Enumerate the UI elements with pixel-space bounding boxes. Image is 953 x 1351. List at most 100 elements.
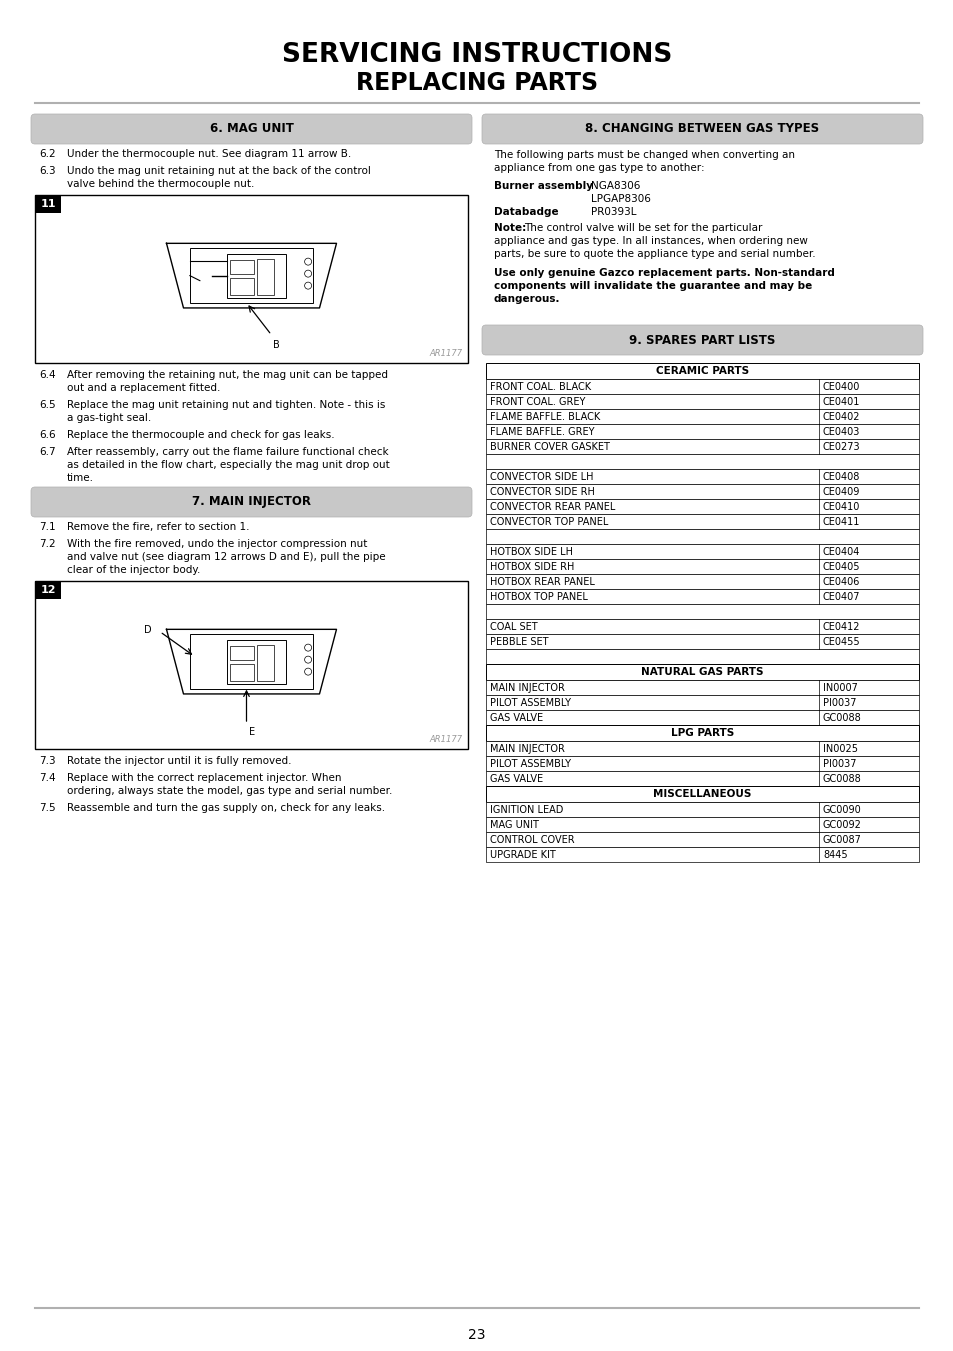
- Text: out and a replacement fitted.: out and a replacement fitted.: [67, 382, 220, 393]
- Bar: [35, 195, 61, 213]
- Bar: [485, 771, 918, 786]
- Text: 6.6: 6.6: [39, 430, 55, 440]
- Bar: [485, 711, 918, 725]
- FancyBboxPatch shape: [30, 113, 472, 145]
- Text: 6.7: 6.7: [39, 447, 55, 457]
- Text: clear of the injector body.: clear of the injector body.: [67, 565, 200, 576]
- Text: CE0410: CE0410: [822, 503, 860, 512]
- Text: LPGAP8306: LPGAP8306: [590, 195, 650, 204]
- Text: AR1177: AR1177: [430, 349, 462, 358]
- Text: 7.4: 7.4: [39, 773, 55, 784]
- Text: CE0412: CE0412: [822, 621, 860, 632]
- Text: LPG PARTS: LPG PARTS: [670, 728, 734, 738]
- Text: MAIN INJECTOR: MAIN INJECTOR: [490, 684, 564, 693]
- Text: NGA8306: NGA8306: [590, 181, 639, 190]
- Bar: [230, 646, 253, 659]
- Text: Remove the fire, refer to section 1.: Remove the fire, refer to section 1.: [67, 521, 250, 532]
- Bar: [485, 469, 918, 484]
- Text: parts, be sure to quote the appliance type and serial number.: parts, be sure to quote the appliance ty…: [494, 249, 815, 259]
- Text: appliance and gas type. In all instances, when ordering new: appliance and gas type. In all instances…: [494, 236, 807, 246]
- FancyBboxPatch shape: [481, 113, 923, 145]
- Text: GC0090: GC0090: [822, 805, 861, 815]
- Bar: [485, 817, 918, 832]
- Text: COAL SET: COAL SET: [490, 621, 537, 632]
- Text: FLAME BAFFLE. GREY: FLAME BAFFLE. GREY: [490, 427, 594, 436]
- Text: CE0406: CE0406: [822, 577, 860, 586]
- Text: GC0092: GC0092: [822, 820, 861, 830]
- Text: AR1177: AR1177: [430, 735, 462, 744]
- Text: 6.4: 6.4: [39, 370, 55, 380]
- Bar: [485, 394, 918, 409]
- Text: 6.2: 6.2: [39, 149, 55, 159]
- Text: D: D: [144, 624, 152, 635]
- Text: 23: 23: [468, 1328, 485, 1342]
- Text: PI0037: PI0037: [822, 759, 856, 769]
- Bar: [485, 740, 918, 757]
- Bar: [485, 454, 918, 469]
- Text: CE0404: CE0404: [822, 547, 860, 557]
- Text: time.: time.: [67, 473, 94, 484]
- Bar: [257, 259, 274, 295]
- Text: 8. CHANGING BETWEEN GAS TYPES: 8. CHANGING BETWEEN GAS TYPES: [585, 123, 819, 135]
- Bar: [485, 530, 918, 544]
- Text: MISCELLANEOUS: MISCELLANEOUS: [653, 789, 751, 798]
- Bar: [485, 513, 918, 530]
- Text: CE0408: CE0408: [822, 471, 860, 482]
- Bar: [485, 604, 918, 619]
- Text: GAS VALVE: GAS VALVE: [490, 713, 542, 723]
- Text: FRONT COAL. BLACK: FRONT COAL. BLACK: [490, 382, 591, 392]
- Text: valve behind the thermocouple nut.: valve behind the thermocouple nut.: [67, 178, 254, 189]
- Text: PR0393L: PR0393L: [590, 207, 636, 218]
- Text: UPGRADE KIT: UPGRADE KIT: [490, 850, 556, 861]
- Bar: [485, 484, 918, 499]
- Text: a gas-tight seal.: a gas-tight seal.: [67, 413, 152, 423]
- Text: Note:: Note:: [494, 223, 526, 232]
- Bar: [485, 589, 918, 604]
- Bar: [230, 278, 253, 295]
- Text: 6.3: 6.3: [39, 166, 55, 176]
- Text: CONVECTOR REAR PANEL: CONVECTOR REAR PANEL: [490, 503, 615, 512]
- Text: CONTROL COVER: CONTROL COVER: [490, 835, 574, 844]
- Bar: [485, 757, 918, 771]
- Bar: [485, 832, 918, 847]
- Bar: [485, 559, 918, 574]
- Text: Under the thermocouple nut. See diagram 11 arrow B.: Under the thermocouple nut. See diagram …: [67, 149, 351, 159]
- Text: The following parts must be changed when converting an: The following parts must be changed when…: [494, 150, 794, 159]
- Bar: [485, 544, 918, 559]
- Text: FLAME BAFFLE. BLACK: FLAME BAFFLE. BLACK: [490, 412, 599, 422]
- Text: PI0037: PI0037: [822, 698, 856, 708]
- Bar: [485, 380, 918, 394]
- Bar: [485, 694, 918, 711]
- Bar: [35, 581, 61, 598]
- Bar: [485, 409, 918, 424]
- Bar: [485, 439, 918, 454]
- Text: After reassembly, carry out the flame failure functional check: After reassembly, carry out the flame fa…: [67, 447, 388, 457]
- Bar: [230, 663, 253, 681]
- Text: 7.5: 7.5: [39, 802, 55, 813]
- Text: ordering, always state the model, gas type and serial number.: ordering, always state the model, gas ty…: [67, 786, 392, 796]
- Text: Reassemble and turn the gas supply on, check for any leaks.: Reassemble and turn the gas supply on, c…: [67, 802, 385, 813]
- Text: CONVECTOR TOP PANEL: CONVECTOR TOP PANEL: [490, 517, 608, 527]
- Text: and valve nut (see diagram 12 arrows D and E), pull the pipe: and valve nut (see diagram 12 arrows D a…: [67, 553, 385, 562]
- Bar: [485, 725, 918, 740]
- Bar: [485, 648, 918, 663]
- Text: Rotate the injector until it is fully removed.: Rotate the injector until it is fully re…: [67, 757, 292, 766]
- Text: IN0007: IN0007: [822, 684, 857, 693]
- FancyBboxPatch shape: [30, 486, 472, 517]
- Text: Undo the mag unit retaining nut at the back of the control: Undo the mag unit retaining nut at the b…: [67, 166, 371, 176]
- Bar: [485, 634, 918, 648]
- Bar: [35, 195, 468, 363]
- Text: CE0400: CE0400: [822, 382, 860, 392]
- Text: CERAMIC PARTS: CERAMIC PARTS: [656, 366, 748, 376]
- Text: The control valve will be set for the particular: The control valve will be set for the pa…: [523, 223, 761, 232]
- FancyBboxPatch shape: [481, 326, 923, 355]
- Text: appliance from one gas type to another:: appliance from one gas type to another:: [494, 163, 704, 173]
- Text: After removing the retaining nut, the mag unit can be tapped: After removing the retaining nut, the ma…: [67, 370, 388, 380]
- Text: CE0403: CE0403: [822, 427, 860, 436]
- Bar: [257, 644, 274, 681]
- Text: SERVICING INSTRUCTIONS: SERVICING INSTRUCTIONS: [281, 42, 672, 68]
- Text: PILOT ASSEMBLY: PILOT ASSEMBLY: [490, 698, 571, 708]
- Bar: [485, 663, 918, 680]
- Bar: [485, 786, 918, 802]
- Text: REPLACING PARTS: REPLACING PARTS: [355, 72, 598, 95]
